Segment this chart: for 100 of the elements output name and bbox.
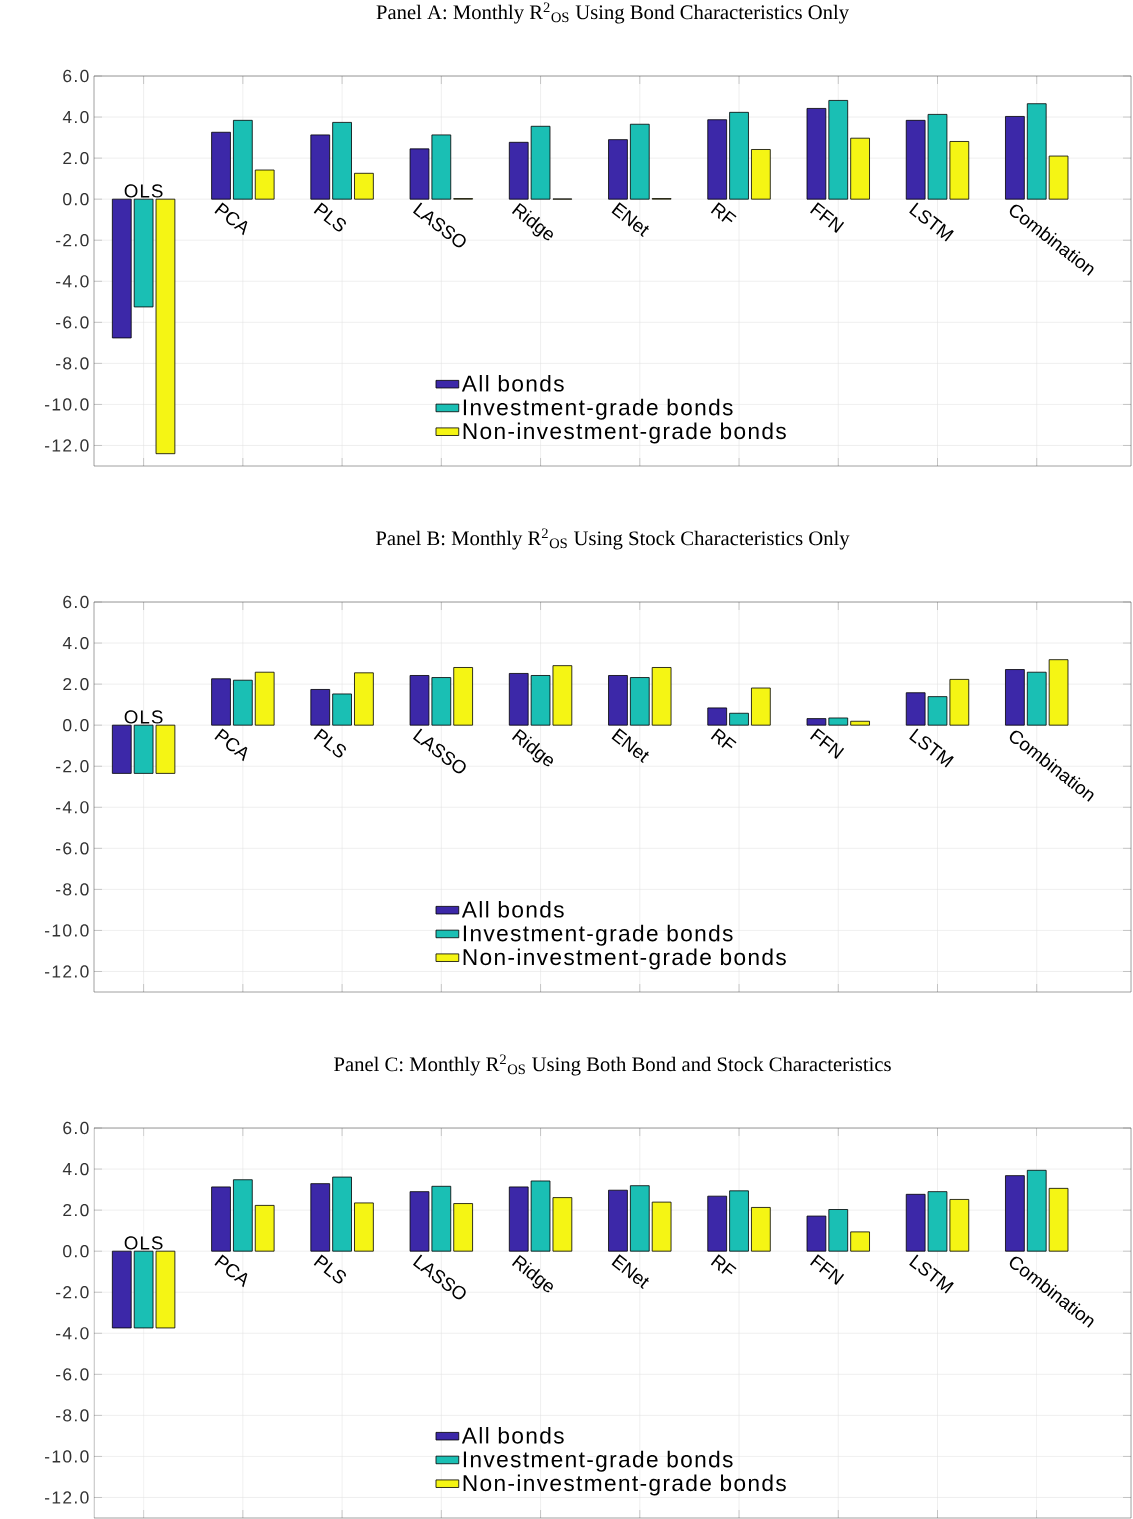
y-tick-label: -4.0 — [56, 801, 89, 814]
bar — [707, 1195, 728, 1252]
bar — [629, 677, 650, 726]
legend-label: Investment-grade bonds — [463, 1450, 733, 1472]
x-tick-label: RF — [710, 1254, 737, 1275]
bar — [354, 1202, 374, 1252]
y-tick-label: -2.0 — [56, 1286, 89, 1299]
y-tick-label: -6.0 — [56, 842, 89, 855]
y-tick-label: -2.0 — [56, 234, 89, 247]
bar — [729, 712, 749, 726]
y-tick-label: 0.0 — [63, 719, 89, 732]
bar — [332, 1176, 352, 1252]
legend-label: Investment-grade bonds — [463, 398, 733, 420]
chart-title: Panel C: Monthly R$^{2}$$_{OS}$ Using Both Bond and Stock Characteristics — [334, 1054, 891, 1076]
bar — [729, 111, 749, 200]
bar — [651, 667, 672, 726]
bar — [254, 169, 275, 200]
bar — [233, 1179, 253, 1252]
bar — [1005, 1175, 1025, 1252]
bar — [850, 137, 870, 200]
bar — [850, 1231, 870, 1252]
y-tick-label: 6.0 — [63, 1121, 89, 1135]
bar — [608, 675, 628, 726]
bar — [211, 131, 231, 200]
chart-title: Panel B: Monthly R$^{2}$$_{OS}$ Using Stock Characteristics Only — [375, 528, 850, 550]
y-tick-label: -10.0 — [45, 1450, 89, 1463]
y-tick-label: -8.0 — [56, 883, 89, 896]
x-tick-label: FFN — [810, 728, 845, 759]
bar — [1005, 669, 1025, 726]
y-tick-label: 6.0 — [63, 69, 89, 83]
bar — [310, 1183, 331, 1252]
y-tick-label: -8.0 — [56, 357, 89, 370]
x-tick-label: RF — [710, 202, 737, 223]
y-tick-label: -2.0 — [56, 760, 89, 773]
bar — [608, 139, 628, 200]
bar — [254, 1205, 275, 1252]
bar — [111, 724, 132, 774]
x-tick-label: OLS — [124, 1236, 163, 1250]
y-tick-label: -10.0 — [45, 924, 89, 937]
bar — [310, 689, 331, 726]
chart-title: Panel A: Monthly R$^{2}$$_{OS}$ Using Bond Characteristics Only — [376, 2, 849, 24]
legend-label: All bonds — [461, 374, 564, 392]
bar — [233, 119, 253, 200]
bar — [254, 671, 275, 726]
bar — [850, 720, 870, 726]
y-tick-label: -4.0 — [56, 1327, 89, 1340]
bar — [1005, 116, 1025, 200]
bar — [310, 134, 331, 200]
bar — [729, 1190, 749, 1252]
legend-label: All bonds — [461, 1426, 564, 1444]
legend-label: Non-investment-grade bonds — [463, 1474, 786, 1496]
x-tick-label: PLS — [313, 728, 346, 758]
bar — [332, 122, 352, 200]
y-tick-label: 2.0 — [63, 677, 89, 691]
x-tick-label: PLS — [313, 1254, 346, 1284]
bar — [629, 1185, 650, 1252]
bar — [651, 1201, 672, 1252]
y-tick-label: 4.0 — [62, 1162, 89, 1176]
x-tick-label: FFN — [810, 1254, 845, 1285]
bar — [751, 149, 771, 200]
legend-label: Non-investment-grade bonds — [463, 948, 786, 970]
legend-label: All bonds — [461, 900, 564, 918]
y-tick-label: 4.0 — [62, 636, 89, 650]
bar — [453, 667, 473, 726]
y-tick-label: -4.0 — [56, 275, 89, 288]
y-tick-label: -12.0 — [45, 1491, 89, 1504]
y-tick-label: -6.0 — [56, 316, 89, 329]
x-tick-label: PLS — [313, 202, 346, 232]
bar — [608, 1189, 628, 1252]
y-tick-label: -10.0 — [45, 398, 89, 411]
bar — [707, 119, 728, 200]
bar — [354, 172, 374, 200]
bar — [332, 693, 352, 726]
y-tick-label: 6.0 — [63, 595, 89, 609]
y-tick-label: 0.0 — [63, 193, 89, 206]
bar — [111, 1250, 132, 1329]
bar — [211, 1186, 231, 1252]
bar — [233, 679, 253, 726]
legend-label: Investment-grade bonds — [463, 924, 733, 946]
legend-label: Non-investment-grade bonds — [463, 422, 786, 444]
bar — [111, 198, 132, 339]
x-tick-label: OLS — [124, 184, 163, 198]
bar — [707, 707, 728, 726]
bar — [751, 1207, 771, 1252]
y-tick-label: -6.0 — [56, 1368, 89, 1381]
bar — [453, 1203, 473, 1252]
y-tick-label: 2.0 — [63, 1203, 89, 1217]
y-tick-label: 2.0 — [63, 151, 89, 165]
y-tick-label: 4.0 — [62, 110, 89, 124]
y-tick-label: 0.0 — [63, 1245, 89, 1258]
bar — [354, 672, 374, 726]
y-tick-label: -8.0 — [56, 1409, 89, 1422]
y-tick-label: -12.0 — [45, 965, 89, 978]
x-tick-label: RF — [710, 728, 737, 749]
bar — [211, 678, 231, 726]
x-tick-label: OLS — [124, 710, 163, 724]
x-tick-label: FFN — [810, 202, 845, 233]
bar — [629, 123, 650, 200]
bar — [751, 687, 771, 726]
y-tick-label: -12.0 — [45, 439, 89, 452]
